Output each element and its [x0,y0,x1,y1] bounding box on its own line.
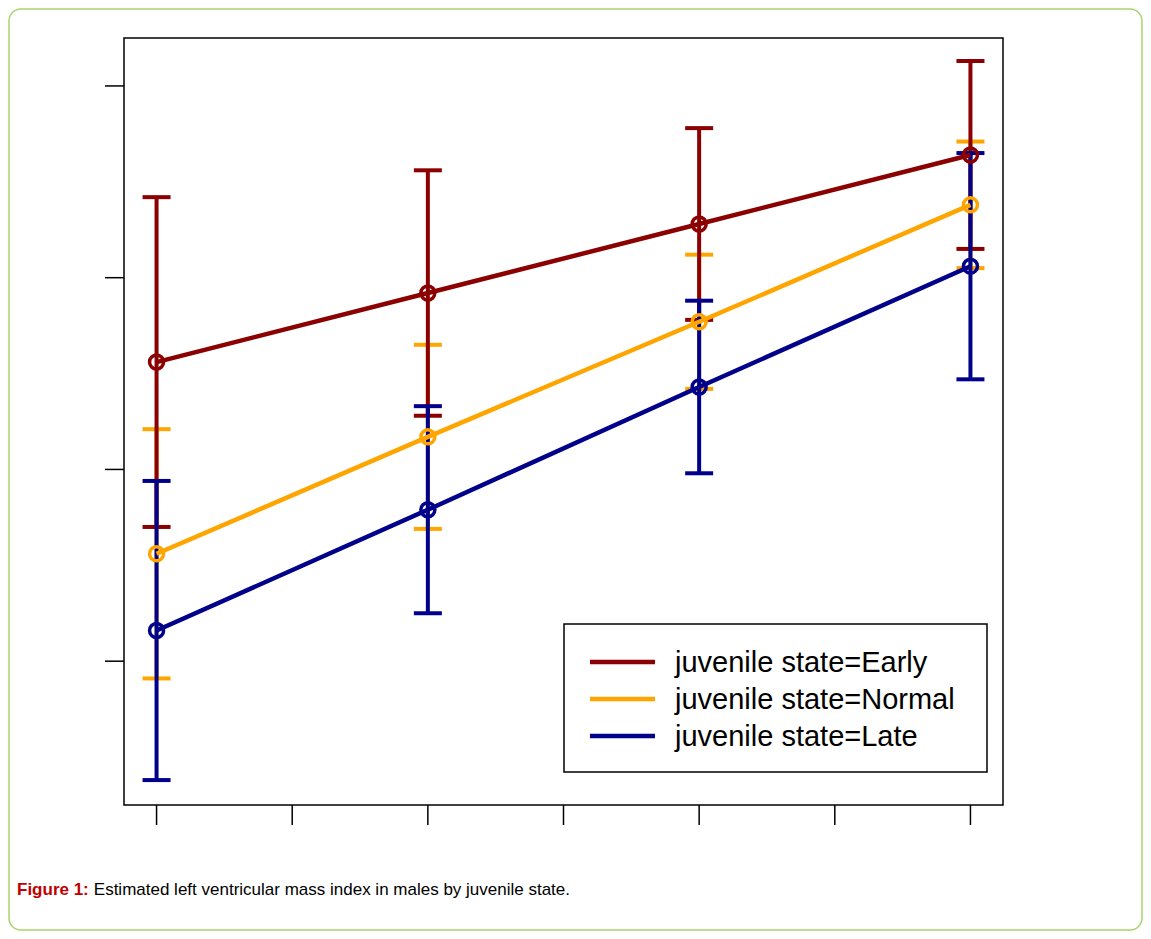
caption-label: Figure 1: [17,880,89,899]
error-bar-cap [685,471,713,475]
error-bar-cap [956,377,984,381]
caption: Figure 1: Estimated left ventricular mass… [17,880,570,899]
data-point [421,503,435,517]
figure-border [9,9,1142,930]
data-point [421,430,435,444]
error-bar-cap [143,778,171,782]
data-point [963,259,977,273]
plot-frame [124,38,1003,805]
error-bar-cap [143,195,171,199]
legend-swatch [590,660,655,665]
error-bar-cap [956,59,984,63]
legend-label: juvenile state=Early [674,646,928,678]
data-point [150,624,164,638]
legend-swatch [590,734,655,739]
legend: juvenile state=Early juvenile state=Norma… [564,624,987,772]
data-point [692,380,706,394]
data-point [421,286,435,300]
x-tick [834,805,836,825]
x-tick [427,805,429,825]
x-tick [563,805,565,825]
data-point [963,148,977,162]
legend-swatch [590,697,655,702]
x-tick [156,805,158,825]
series-line [157,266,971,630]
legend-label: juvenile state=Normal [674,683,955,715]
error-bar-cap [143,479,171,483]
chart-root: juvenile state=Early juvenile state=Norma… [0,0,1151,939]
error-bar-cap [414,404,442,408]
error-bar-cap [685,299,713,303]
data-point [692,315,706,329]
legend-box [564,624,987,772]
error-bar-cap [956,151,984,155]
data-point [963,198,977,212]
legend-label: juvenile state=Late [674,720,918,752]
data-point [150,547,164,561]
error-bar-cap [685,126,713,130]
y-tick [105,277,124,279]
error-bar-cap [414,168,442,172]
y-tick [105,660,124,662]
x-tick [291,805,293,825]
x-tick [970,805,972,825]
error-bar-cap [414,611,442,615]
data-point [150,355,164,369]
data-point [692,217,706,231]
x-tick [698,805,700,825]
series-line [157,205,971,554]
y-tick [105,469,124,471]
y-tick [105,85,124,87]
caption-text: Estimated left ventricular mass index in… [94,880,570,899]
